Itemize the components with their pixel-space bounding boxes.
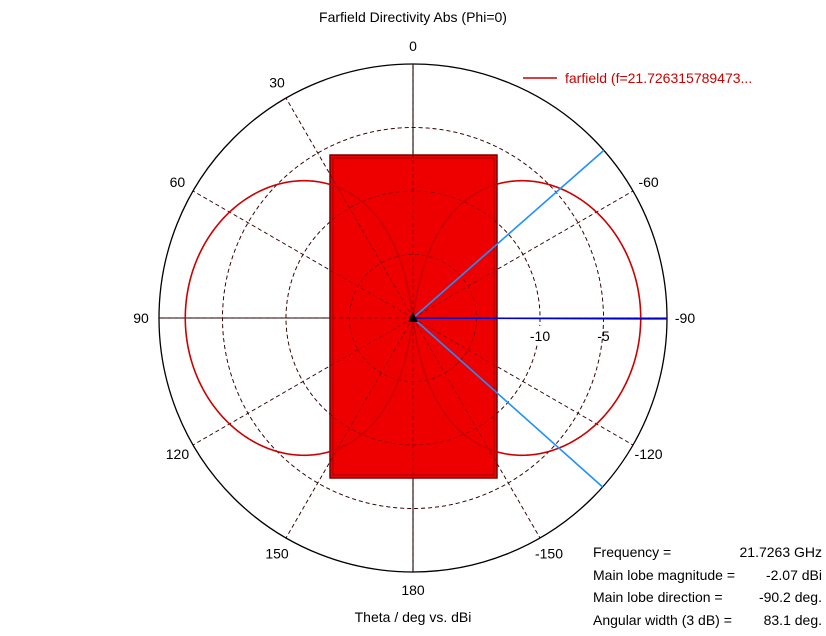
info-row-width: Angular width (3 dB) = 83.1 deg. — [593, 609, 826, 632]
angle-tick-label: 60 — [170, 174, 186, 190]
angle-tick-label: -150 — [535, 546, 563, 562]
angle-tick-labels: 0 30 60 90 120 150 180 -150 -120 -90 -60 — [133, 38, 695, 598]
main-lobe-direction-line — [412, 317, 668, 320]
info-row-frequency: Frequency = 21.7263 GHz — [593, 541, 826, 564]
info-label: Angular width (3 dB) = — [593, 611, 732, 628]
info-panel: Frequency = 21.7263 GHz Main lobe magnit… — [593, 541, 826, 631]
radial-tick-labels: -10 -5 — [526, 326, 610, 345]
info-value: 21.7263 GHz — [739, 544, 823, 560]
grid-spoke-overlay — [285, 317, 414, 539]
info-value: -90.2 deg. — [758, 589, 822, 605]
info-row-direction: Main lobe direction = -90.2 deg. — [593, 586, 826, 609]
legend: farfield (f=21.726315789473... — [523, 70, 752, 86]
angle-tick-label: -120 — [635, 446, 663, 462]
info-value: 83.1 deg. — [763, 611, 822, 628]
info-row-magnitude: Main lobe magnitude = -2.07 dBi — [593, 564, 826, 587]
angle-tick-label: 30 — [269, 74, 285, 90]
info-label: Main lobe magnitude = — [593, 566, 736, 583]
angle-tick-label: 120 — [166, 446, 190, 462]
red-block-inner-edge — [332, 157, 495, 476]
radial-tick-label: -10 — [530, 328, 550, 344]
info-value: -2.07 dBi — [765, 566, 822, 583]
beamwidth-edge-line — [412, 149, 605, 319]
beamwidth-edge-line — [412, 317, 604, 488]
lobe-markers — [408, 149, 668, 488]
info-label: Frequency = — [593, 544, 672, 560]
radial-tick-label: -5 — [597, 328, 610, 344]
angle-tick-label: 150 — [265, 546, 289, 562]
x-axis-label: Theta / deg vs. dBi — [355, 609, 472, 625]
angle-tick-label: 180 — [401, 582, 425, 598]
grid-spoke-overlay — [412, 317, 541, 539]
chart-title: Farfield Directivity Abs (Phi=0) — [319, 9, 507, 25]
info-label: Main lobe direction = — [593, 589, 723, 605]
angle-tick-label: -90 — [675, 310, 695, 326]
radial-tick-bg — [526, 326, 556, 345]
center-marker — [408, 312, 418, 322]
angle-tick-label: 90 — [133, 310, 149, 326]
angle-tick-label: 0 — [409, 38, 417, 54]
angle-tick-label: -60 — [638, 174, 658, 190]
grid-spoke-overlay — [285, 97, 414, 319]
legend-entry: farfield (f=21.726315789473... — [565, 70, 752, 86]
red-block — [159, 64, 667, 572]
